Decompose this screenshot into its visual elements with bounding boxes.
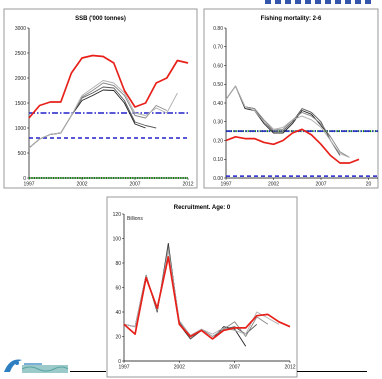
chart-panel-recruitment: Recruitment. Age: 0 Billions 0 20 40 60 80 100 1… [106, 196, 298, 378]
x-tick-label: 2007 [229, 365, 240, 371]
y-tick-label: 2000 [15, 76, 26, 82]
x-tick-label: 2007 [315, 182, 326, 188]
y-tick-label: 0.60 [213, 63, 223, 69]
logo-wave-band-icon [22, 365, 68, 373]
x-tick-label: 2002 [174, 365, 185, 371]
header-accent-line [265, 0, 375, 4]
y-tick-label: 3000 [15, 26, 26, 32]
y-tick-label: 0.50 [213, 82, 223, 88]
x-tick-label: 2002 [268, 182, 279, 188]
x-tick-label: 1997 [23, 182, 34, 188]
x-tick-label: 2007 [129, 182, 140, 188]
y-tick-label: 0.70 [213, 45, 223, 51]
logo-swoosh-icon [4, 359, 22, 372]
x-tick-label: 1997 [118, 365, 129, 371]
y-tick-label: 0.20 [213, 138, 223, 144]
y-tick-label: 20 [115, 334, 121, 340]
logo-dot-icon [15, 361, 19, 365]
y-tick-label: 500 [18, 151, 27, 157]
x-tick-label: 1997 [220, 182, 231, 188]
y-tick-label: 120 [113, 212, 122, 218]
y-tick-label: 0 [23, 176, 26, 182]
y-tick-label: 1000 [15, 126, 26, 132]
panel-frame [106, 196, 298, 378]
series-line-retro-4 [225, 85, 350, 158]
y-tick-label: 60 [115, 285, 121, 291]
y-tick-label: 80 [115, 261, 121, 267]
y-tick-label: 1500 [15, 101, 26, 107]
organisation-logo-icon [2, 356, 70, 374]
y-tick-label: 100 [113, 236, 122, 242]
series-line-assessment [225, 128, 360, 164]
chart-title: Fishing mortality: 2-6 [261, 16, 322, 22]
series-line-assessment [123, 256, 291, 340]
y-tick-label: 2500 [15, 51, 26, 57]
y-tick-label: 0.80 [213, 26, 223, 32]
series-line-assessment [28, 54, 189, 119]
chart-title: Recruitment. Age: 0 [174, 205, 231, 211]
x-tick-label: 2012 [182, 182, 193, 188]
footer-rule-right [297, 371, 367, 372]
panel-frame [3, 8, 198, 189]
y-tick-label: 0.30 [213, 120, 223, 126]
chart-panel-fishing-mortality: Fishing mortality: 2-6 0.00 0.10 0.20 0.30 0.… [203, 8, 379, 189]
footer-rule-left [70, 371, 106, 372]
y-tick-label: 0.00 [213, 176, 223, 182]
x-tick-label: 2002 [76, 182, 87, 188]
x-tick-label: 2012 [284, 365, 295, 371]
series-line-retro-4 [28, 80, 178, 149]
y-tick-label: 0 [118, 359, 121, 365]
chart-panel-ssb: SSB ('000 tonnes) 0 500 1000 1500 2000 2500 300… [3, 8, 198, 189]
x-tick-label: 20 [366, 182, 372, 188]
y-tick-label: 0.40 [213, 101, 223, 107]
units-label: Billions [127, 216, 143, 222]
series-line-retro-1 [225, 85, 331, 138]
panel-frame [203, 8, 379, 189]
chart-title: SSB ('000 tonnes) [75, 16, 126, 22]
y-tick-label: 40 [115, 310, 121, 316]
y-tick-label: 0.10 [213, 157, 223, 163]
